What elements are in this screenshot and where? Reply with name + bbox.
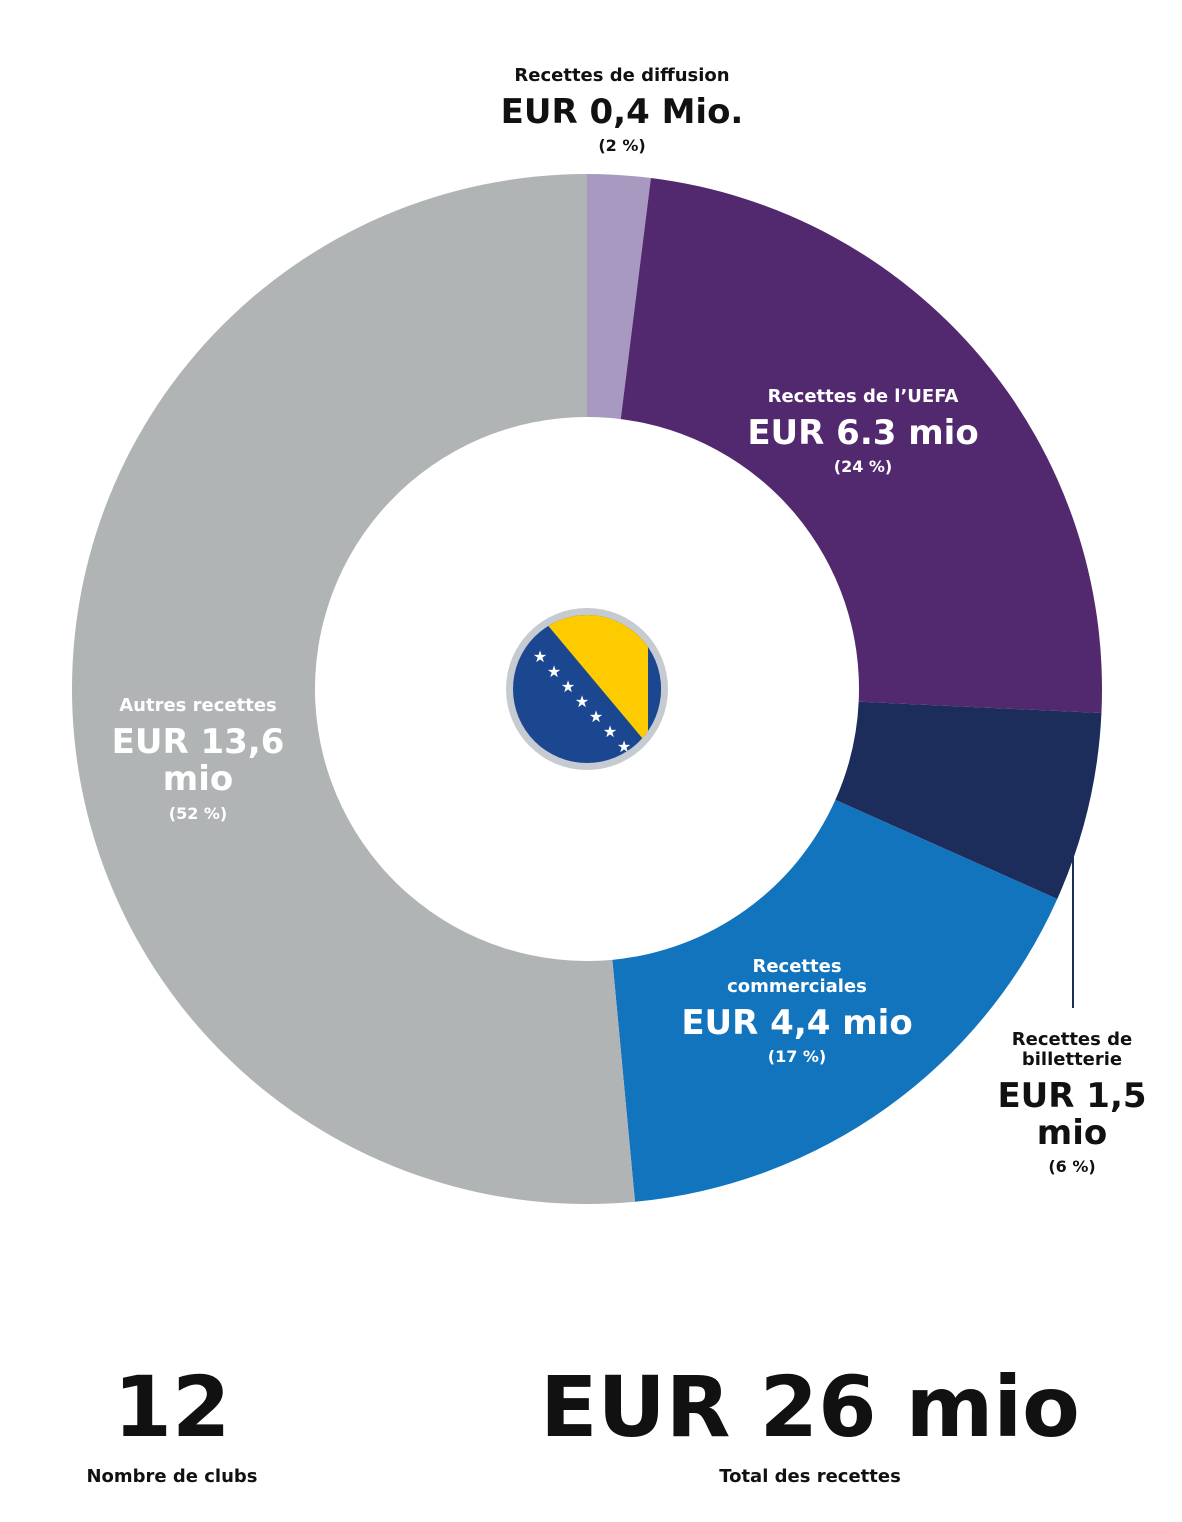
slice-label: Recettes de diffusion EUR 0,4 Mio. (2 %) — [462, 66, 782, 155]
value-label: (17 %) — [767, 1046, 827, 1066]
slices — [72, 174, 1102, 1204]
donut-slice — [620, 177, 1102, 714]
value-label: (2 %) — [598, 136, 646, 156]
slice-label: Recettes de l’UEFA EUR 6.3 mio (24 %) — [713, 387, 1013, 476]
clubs-label: Nombre de clubs — [86, 1466, 258, 1487]
category-label: Recettes de billetterie — [1011, 1029, 1133, 1070]
svg-text:★: ★ — [603, 722, 617, 741]
amount-label: EUR 6.3 mio — [747, 412, 979, 453]
flag: ★★★ ★★★★ — [506, 608, 668, 770]
slice-label: Recettes commerciales EUR 4,4 mio (17 %) — [647, 957, 947, 1066]
amount-label: EUR 1,5 mio — [997, 1075, 1147, 1153]
value-label: (24 %) — [833, 457, 893, 477]
clubs-value: 12 — [113, 1358, 231, 1456]
category-label: Recettes de l’UEFA — [767, 386, 959, 407]
category-label: Autres recettes — [119, 695, 277, 716]
total-label: Total des recettes — [719, 1466, 901, 1487]
amount-label: EUR 13,6 mio — [111, 721, 285, 800]
donut-slice — [72, 174, 635, 1204]
donut-slice — [587, 174, 651, 420]
donut-slice — [612, 799, 1058, 1202]
slice-label: Autres recettes EUR 13,6 mio (52 %) — [88, 696, 308, 822]
slice-label: Recettes de billetterie EUR 1,5 mio (6 %) — [987, 1030, 1157, 1176]
svg-text:★: ★ — [589, 707, 603, 726]
svg-text:★: ★ — [561, 677, 575, 696]
category-label: Recettes commerciales — [727, 956, 867, 997]
donut-slice — [835, 701, 1102, 899]
svg-text:★: ★ — [547, 662, 561, 681]
svg-text:★: ★ — [575, 692, 589, 711]
amount-label: EUR 0,4 Mio. — [500, 91, 744, 132]
value-label: (52 %) — [168, 803, 228, 823]
value-label: (6 %) — [1048, 1157, 1096, 1177]
svg-text:★: ★ — [533, 647, 547, 666]
category-label: Recettes de diffusion — [514, 65, 730, 86]
amount-label: EUR 4,4 mio — [681, 1002, 913, 1043]
total-value: EUR 26 mio — [540, 1358, 1080, 1456]
